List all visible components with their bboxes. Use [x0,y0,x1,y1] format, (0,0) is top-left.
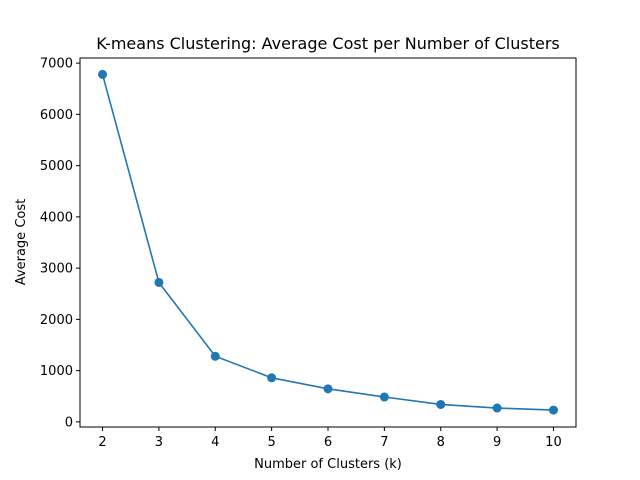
data-point [154,277,164,287]
data-point [379,392,389,402]
x-tick-label: 2 [98,435,106,450]
x-tick-label: 7 [380,435,388,450]
data-point [492,403,502,413]
y-tick-label: 3000 [40,262,73,277]
y-tick-label: 4000 [40,210,73,225]
y-tick-label: 6000 [40,108,73,123]
y-tick-label: 5000 [40,159,73,174]
data-point [323,384,333,394]
data-point [436,399,446,409]
x-tick-label: 4 [211,435,219,450]
x-axis-title: Number of Clusters (k) [254,457,402,472]
x-tick-label: 5 [267,435,275,450]
series-line [101,74,554,411]
x-axis: 2 3 4 5 6 7 8 9 10 [98,427,562,450]
plot-area [79,57,577,428]
data-point [210,351,220,361]
y-axis: 0 1000 2000 3000 4000 5000 6000 7000 [40,57,80,430]
y-tick-label: 1000 [40,364,73,379]
data-point [548,405,558,415]
x-tick-label: 6 [324,435,332,450]
x-tick-label: 10 [545,435,562,450]
series-layer [98,69,558,415]
y-tick-label: 7000 [40,57,73,72]
x-tick-label: 8 [437,435,445,450]
plot-frame [79,57,577,428]
y-axis-title: Average Cost [14,199,29,285]
x-tick-label: 9 [493,435,501,450]
y-tick-label: 2000 [40,313,73,328]
chart-title: K-means Clustering: Average Cost per Num… [96,34,560,53]
x-tick-label: 3 [155,435,163,450]
data-point [267,373,277,383]
y-tick-label: 0 [65,415,73,430]
data-point [98,69,108,79]
